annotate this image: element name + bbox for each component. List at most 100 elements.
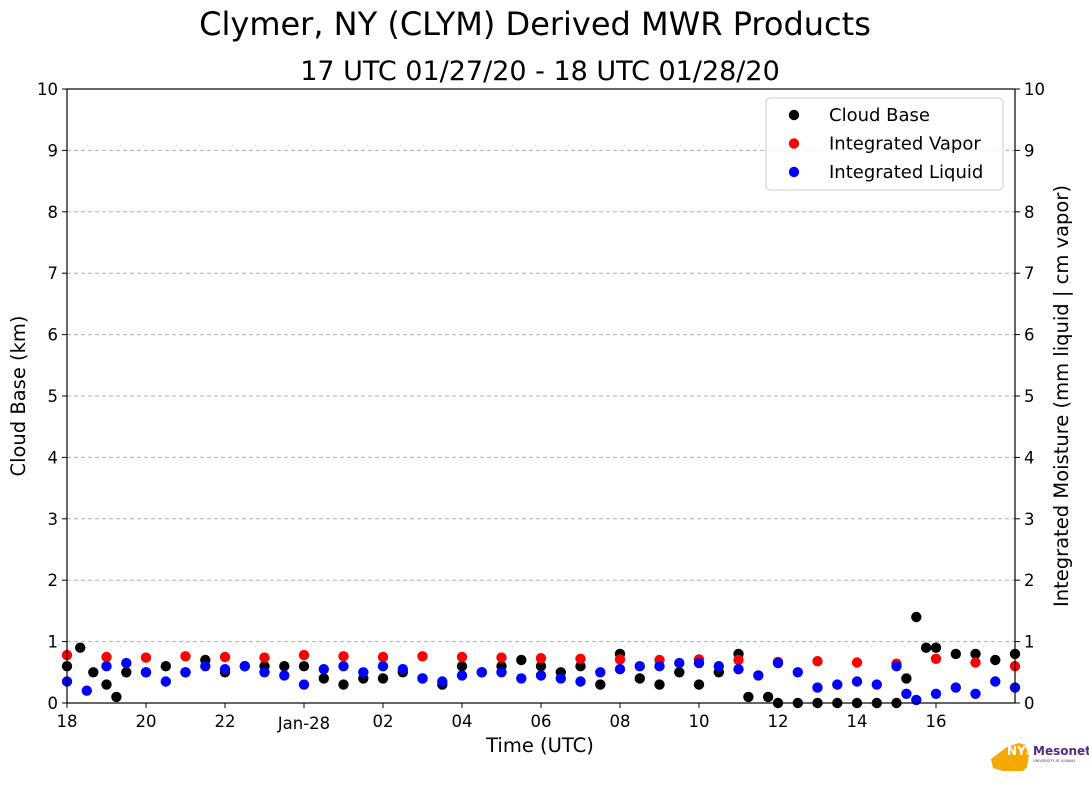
data-point	[140, 652, 152, 663]
y-axis-left: 0 1 2 3 4 5 6 7 8 9 10	[37, 80, 67, 713]
data-point	[516, 673, 527, 684]
y-tick-label-right: 10	[1024, 80, 1045, 99]
data-point	[338, 661, 349, 672]
x-tick-label: 14	[847, 712, 868, 731]
y-tick-label-right: 8	[1024, 203, 1035, 222]
data-point	[555, 673, 566, 684]
data-point	[970, 648, 981, 660]
y-tick-label-right: 2	[1024, 571, 1035, 590]
data-point	[792, 667, 803, 678]
data-point	[377, 673, 389, 684]
data-point	[753, 670, 764, 681]
y-axis-right: 0 1 2 3 4 5 6 7 8 9 10	[1015, 80, 1045, 713]
data-point	[575, 676, 586, 687]
gridlines	[67, 149, 1015, 643]
data-point	[456, 651, 468, 663]
data-point	[377, 651, 389, 663]
legend-label: Integrated Liquid	[829, 162, 983, 183]
data-point	[160, 676, 171, 687]
data-point	[417, 651, 428, 662]
data-point	[101, 651, 112, 663]
nys-mesonet-logo: NYS Mesonet UNIVERSITY AT ALBANY	[991, 743, 1089, 771]
data-point	[88, 667, 99, 678]
y-tick-label-right: 4	[1024, 448, 1035, 467]
logo-mesonet-text: Mesonet	[1033, 744, 1089, 758]
data-point	[733, 654, 744, 666]
y-tick-label-left: 6	[48, 326, 59, 345]
x-tick-label: 18	[57, 712, 78, 731]
data-point	[950, 682, 961, 693]
y-tick-label-left: 7	[48, 264, 59, 283]
y-tick-label-left: 9	[48, 141, 59, 160]
data-point	[713, 661, 724, 672]
data-point	[812, 682, 823, 693]
data-point	[733, 664, 744, 675]
data-point	[101, 661, 112, 672]
data-point	[111, 691, 122, 703]
legend-marker	[788, 166, 800, 178]
data-point	[772, 657, 784, 669]
data-point	[970, 657, 981, 668]
x-tick-label: 06	[531, 712, 552, 731]
data-point	[338, 679, 349, 690]
y-tick-label-left: 4	[48, 448, 59, 467]
legend: Cloud Base Integrated Vapor Integrated Liq…	[765, 97, 1004, 191]
data-point	[901, 688, 912, 699]
data-point	[219, 651, 231, 663]
chart-subtitle: 17 UTC 01/27/20 - 18 UTC 01/28/20	[300, 56, 780, 87]
data-point	[358, 667, 369, 678]
data-point	[634, 661, 645, 672]
data-point	[75, 642, 86, 653]
data-point	[851, 676, 863, 687]
data-point	[397, 664, 408, 675]
data-point	[121, 657, 132, 669]
data-point	[654, 679, 665, 690]
data-point	[891, 661, 902, 672]
data-point	[437, 676, 448, 687]
x-axis: 18 20 22 Jan-28 02 04 06 08 10 12 14 16	[57, 703, 947, 733]
data-point	[812, 656, 823, 667]
data-point	[456, 670, 468, 681]
data-point	[298, 661, 310, 672]
data-point	[259, 652, 270, 663]
data-point	[535, 653, 547, 664]
data-point	[81, 685, 93, 696]
data-point	[950, 648, 961, 660]
legend-label: Integrated Vapor	[829, 134, 981, 155]
data-point	[693, 657, 705, 669]
data-point	[456, 661, 468, 672]
data-point	[219, 664, 231, 675]
y-tick-label-left: 5	[48, 387, 59, 406]
y-tick-label-right: 9	[1024, 141, 1035, 160]
data-point	[930, 653, 942, 664]
data-point	[762, 691, 774, 703]
data-point	[239, 661, 250, 672]
data-point	[693, 679, 705, 690]
series-integrated-vapor	[61, 649, 1021, 672]
data-point	[496, 667, 507, 678]
y-axis-right-label: Integrated Moisture (mm liquid | cm vapo…	[1050, 185, 1073, 607]
data-point	[496, 652, 507, 663]
data-point	[101, 679, 112, 690]
y-axis-left-label: Cloud Base (km)	[7, 315, 30, 476]
data-point	[930, 688, 942, 699]
x-tick-label: 20	[136, 712, 157, 731]
data-point	[575, 653, 586, 664]
series-integrated-liquid	[61, 657, 1021, 706]
data-point	[535, 670, 547, 681]
data-point	[871, 679, 882, 690]
y-tick-label-right: 7	[1024, 264, 1035, 283]
legend-label: Cloud Base	[829, 105, 930, 126]
data-point	[516, 654, 527, 666]
legend-marker	[788, 138, 800, 149]
data-point	[140, 667, 152, 678]
y-tick-label-left: 2	[48, 571, 59, 590]
data-point	[180, 667, 191, 678]
data-point	[743, 691, 754, 703]
data-point	[279, 670, 290, 681]
data-point	[595, 667, 606, 678]
data-point	[298, 649, 310, 661]
chart-title: Clymer, NY (CLYM) Derived MWR Products	[199, 5, 871, 43]
x-tick-label: 12	[768, 712, 789, 731]
data-point	[901, 673, 912, 684]
